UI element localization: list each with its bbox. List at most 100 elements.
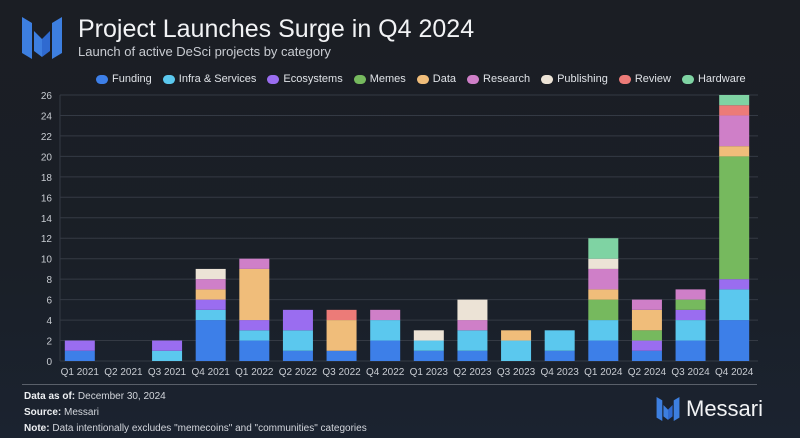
y-tick-label: 6 xyxy=(46,296,52,307)
bar-segment-research xyxy=(588,268,619,290)
bar-segment-data xyxy=(195,289,226,300)
x-tick-label: Q3 2024 xyxy=(671,367,710,378)
note: Note: Data intentionally excludes "memec… xyxy=(24,423,367,434)
bar-segment-funding xyxy=(195,320,226,361)
bar-segment-infra-services xyxy=(544,330,575,351)
data-as-of-label: Data as of: xyxy=(24,391,76,402)
x-tick-label: Q2 2021 xyxy=(104,367,143,378)
bar-segment-funding xyxy=(413,350,444,361)
legend-label: Memes xyxy=(369,73,406,85)
y-tick-label: 20 xyxy=(41,152,53,163)
bar-segment-memes xyxy=(588,299,619,321)
bar-segment-infra-services xyxy=(675,320,706,341)
y-tick-label: 0 xyxy=(46,357,52,368)
bar-segment-infra-services xyxy=(152,350,183,361)
y-tick-label: 2 xyxy=(46,337,52,348)
bar-segment-publishing xyxy=(588,258,619,269)
bar-segment-memes xyxy=(675,299,706,310)
legend-label: Research xyxy=(483,73,531,85)
bar-segment-ecosystems xyxy=(64,340,95,351)
source-label: Source: xyxy=(24,407,62,418)
y-tick-label: 14 xyxy=(41,214,53,225)
bar-segment-infra-services xyxy=(413,340,444,351)
bar-segment-data xyxy=(719,146,750,157)
legend-item: Infra & Services xyxy=(162,73,257,85)
bar-segment-research xyxy=(457,320,488,331)
y-tick-label: 26 xyxy=(41,91,53,102)
x-tick-label: Q1 2024 xyxy=(584,367,623,378)
source-value: Messari xyxy=(64,407,100,418)
brand-name: Messari xyxy=(686,396,764,421)
data-as-of-value: December 30, 2024 xyxy=(77,391,166,402)
bar-segment-research xyxy=(675,289,706,300)
x-tick-label: Q1 2023 xyxy=(410,367,449,378)
x-tick-label: Q2 2024 xyxy=(628,367,667,378)
legend-swatch xyxy=(467,74,480,84)
legend-swatch xyxy=(267,74,280,84)
legend-swatch xyxy=(681,74,694,84)
bar-segment-infra-services xyxy=(501,340,532,361)
legend-label: Data xyxy=(432,73,457,85)
y-tick-label: 8 xyxy=(46,275,52,286)
bar-segment-memes xyxy=(631,330,662,341)
messari-brand-icon xyxy=(656,397,680,421)
x-tick-label: Q1 2022 xyxy=(235,367,274,378)
legend-item: Hardware xyxy=(681,73,746,85)
legend-item: Ecosystems xyxy=(267,73,343,85)
bar-segment-funding xyxy=(64,350,95,361)
bar-segment-data xyxy=(631,309,662,331)
bar-segment-infra-services xyxy=(239,330,270,341)
x-tick-label: Q4 2021 xyxy=(192,367,231,378)
legend-label: Infra & Services xyxy=(178,73,257,85)
source: Source: Messari xyxy=(24,407,99,418)
bar-segment-infra-services xyxy=(588,320,619,341)
data-as-of: Data as of: December 30, 2024 xyxy=(24,391,166,402)
bar-segment-funding xyxy=(282,350,313,361)
bar-segment-funding xyxy=(239,340,270,361)
bar-segment-ecosystems xyxy=(239,320,270,331)
bar-segment-publishing xyxy=(457,299,488,321)
bar-segment-publishing xyxy=(195,268,226,280)
bar-segment-funding xyxy=(675,340,706,361)
chart-title: Project Launches Surge in Q4 2024 xyxy=(78,15,475,43)
bar-segment-publishing xyxy=(413,330,444,341)
bar-segment-data xyxy=(501,330,532,341)
bar-segment-ecosystems xyxy=(631,340,662,351)
legend-item: Funding xyxy=(96,73,152,85)
bar-segment-data xyxy=(588,289,619,300)
x-tick-label: Q2 2023 xyxy=(453,367,492,378)
bar-segment-data xyxy=(239,268,270,321)
bar-segment-infra-services xyxy=(719,289,750,321)
bar-segment-ecosystems xyxy=(675,309,706,321)
y-tick-label: 22 xyxy=(41,132,53,143)
bar-segment-infra-services xyxy=(457,330,488,351)
y-tick-label: 18 xyxy=(41,173,53,184)
bar-segment-research xyxy=(239,258,270,269)
chart-legend: Funding Infra & Services Ecosystems Memes Da… xyxy=(96,73,757,85)
y-tick-label: 24 xyxy=(41,111,53,122)
x-tick-label: Q4 2024 xyxy=(715,367,754,378)
legend-item: Publishing xyxy=(541,73,608,85)
y-tick-label: 12 xyxy=(41,234,53,245)
legend-swatch xyxy=(541,74,554,84)
bar-segment-ecosystems xyxy=(152,340,183,351)
bar-segment-memes xyxy=(719,156,750,280)
bar-segment-hardware xyxy=(719,95,750,106)
x-tick-label: Q1 2021 xyxy=(61,367,100,378)
legend-swatch xyxy=(353,74,366,84)
bar-segment-funding xyxy=(544,350,575,361)
legend-label: Publishing xyxy=(557,73,608,85)
legend-label: Funding xyxy=(112,73,152,85)
legend-swatch xyxy=(162,74,175,84)
bar-segment-funding xyxy=(631,350,662,361)
bar-segment-infra-services xyxy=(282,330,313,351)
legend-label: Review xyxy=(634,73,671,85)
footer-divider xyxy=(22,384,757,385)
bar-segment-data xyxy=(326,320,357,351)
legend-label: Ecosystems xyxy=(283,73,343,85)
bar-segment-research xyxy=(195,279,226,290)
legend-item: Research xyxy=(467,73,530,85)
chart-subtitle: Launch of active DeSci projects by categ… xyxy=(78,44,331,59)
bar-segment-research xyxy=(370,309,401,321)
